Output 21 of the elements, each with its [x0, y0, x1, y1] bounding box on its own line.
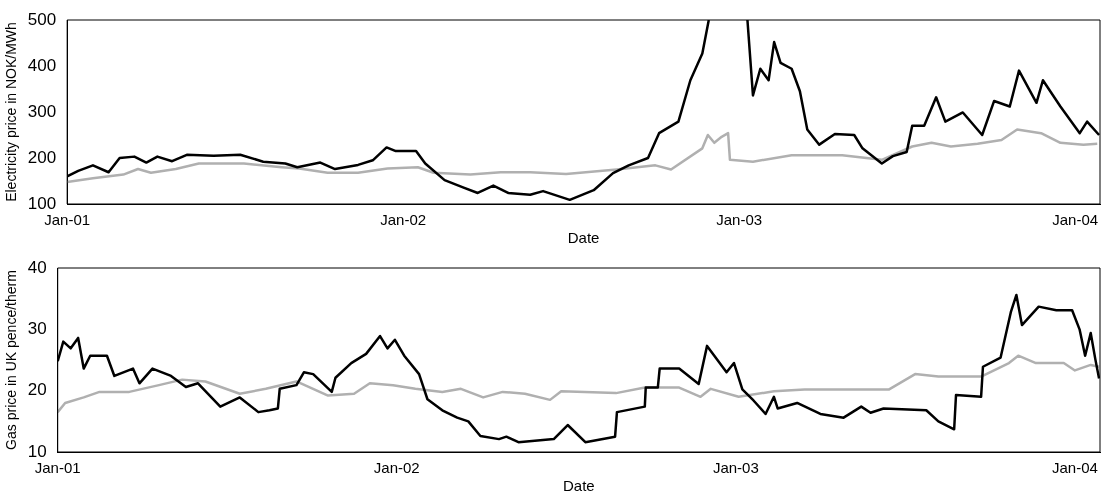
y-tick-label: 500 — [27, 9, 57, 29]
x-axis-title: Date — [563, 477, 595, 495]
y-tick-label: 40 — [27, 257, 47, 277]
x-tick-label: Jan-02 — [373, 459, 420, 477]
y-axis-title: Gas price in UK pence/therm — [3, 270, 20, 450]
x-tick-label: Jan-01 — [44, 211, 91, 229]
x-tick-label: Jan-02 — [380, 211, 427, 229]
x-tick-label: Jan-04 — [1051, 459, 1098, 477]
x-tick-label: Jan-01 — [34, 459, 81, 477]
y-axis-title: Electricity price in NOK/MWh — [3, 22, 20, 202]
y-tick-label: 30 — [27, 319, 47, 339]
y-tick-label: 400 — [27, 55, 57, 75]
y-tick-label: 200 — [27, 147, 57, 167]
x-axis-title: Date — [567, 229, 600, 247]
y-tick-label: 10 — [27, 441, 47, 461]
y-tick-label: 20 — [27, 380, 47, 400]
x-tick-label: Jan-03 — [716, 211, 763, 229]
x-tick-label: Jan-04 — [1052, 211, 1099, 229]
y-tick-label: 100 — [27, 193, 57, 213]
y-tick-label: 300 — [27, 101, 57, 121]
x-tick-label: Jan-03 — [712, 459, 759, 477]
